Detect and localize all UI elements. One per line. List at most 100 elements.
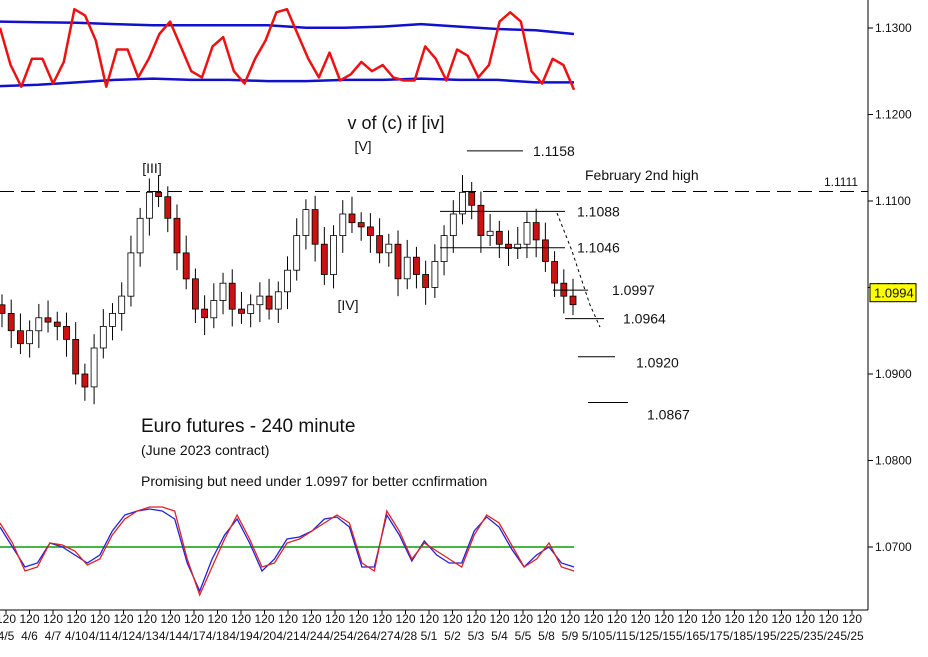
x-tick-label: 4/26 [347,629,371,643]
x-tick-label: 5/5 [515,629,532,643]
x-tick-label: 4/13 [135,629,159,643]
x-tick-label: 4/20 [253,629,277,643]
wave-label-iii: [III] [142,160,161,176]
candle-body [53,321,61,327]
x-tick-label-top: 120 [701,612,721,626]
x-tick-label: 5/24 [817,629,841,643]
x-tick-label: 5/11 [606,629,629,643]
x-tick-label: 4/19 [229,629,253,643]
candle-body [127,252,135,297]
wave-label-iv: [IV] [337,297,358,313]
x-tick-label: 4/25 [323,629,347,643]
candle-body [155,191,163,198]
candle-body [90,347,98,388]
x-tick-label: 5/1 [421,629,438,643]
candle-body [449,213,457,237]
candle-body [256,295,264,306]
stochastic-blue-line [0,508,575,593]
candle-body [422,274,430,288]
candle-body [284,269,291,293]
x-tick-label-top: 120 [184,612,204,626]
candle-body [514,243,522,249]
x-tick-label-top: 120 [442,612,462,626]
candle-body [330,235,337,275]
candle-body [265,295,273,310]
candle-body [136,217,144,254]
candle-body [145,191,153,219]
candle-body [16,330,24,345]
candle-body [0,304,6,314]
x-tick-label-top: 120 [0,612,16,626]
candle-body [35,317,43,332]
candle-body [302,209,310,236]
candle-body [569,295,577,306]
candle-body [164,196,172,219]
x-tick-label: 4/14 [159,629,183,643]
x-tick-label-top: 120 [748,612,768,626]
target-level-label: 1.0964 [623,311,666,327]
current-price-box [869,283,917,303]
x-tick-label-top: 120 [254,612,274,626]
x-tick-label: 5/18 [723,629,747,643]
x-tick-label: 5/19 [746,629,770,643]
candle-body [551,261,558,284]
x-tick-label: 5/17 [699,629,723,643]
candle-body [191,278,199,310]
x-tick-label-top: 120 [771,612,791,626]
candle-body [385,243,393,254]
x-tick-label-top: 120 [630,612,650,626]
x-tick-label-top: 120 [842,612,862,626]
x-tick-label-top: 120 [325,612,345,626]
x-tick-label-top: 120 [348,612,368,626]
x-tick-label: 5/8 [538,629,555,643]
x-tick-label: 4/18 [206,629,230,643]
x-tick-label-top: 120 [489,612,509,626]
x-tick-label-top: 120 [607,612,627,626]
x-tick-label: 4/7 [45,629,62,643]
candle-body [238,308,245,314]
candle-body [228,282,236,310]
candle-body [440,235,448,263]
chart-note: Promising but need under 1.0997 for bett… [141,473,487,489]
wave-label-v: [V] [354,138,371,154]
x-tick-label-top: 120 [278,612,298,626]
x-tick-label-top: 120 [795,612,815,626]
x-tick-label-top: 120 [66,612,86,626]
x-tick-label-top: 120 [113,612,133,626]
candle-body [477,204,485,237]
wave-label-v-of-c: v of (c) if [iv] [347,113,444,133]
x-tick-label: 5/4 [491,629,508,643]
candle-body [495,230,503,245]
candle-body [7,312,15,332]
x-tick-label-top: 120 [419,612,439,626]
candle-body [505,243,512,249]
x-tick-label: 5/12 [629,629,653,643]
x-tick-label: 5/25 [840,629,864,643]
x-tick-label: 5/15 [652,629,676,643]
candle-body [182,252,190,280]
x-tick-label-top: 120 [560,612,580,626]
x-tick-label-top: 120 [583,612,603,626]
candle-body [357,222,365,228]
candle-body [109,312,116,327]
target-level-label: 1.0867 [647,407,690,423]
target-level-label: 1.0997 [612,282,655,298]
x-tick-label: 4/12 [112,629,136,643]
candle-body [376,235,384,254]
lower-band-line [0,77,574,88]
x-tick-label-top: 120 [231,612,251,626]
y-tick-label: 1.0900 [875,367,912,381]
upper-oscillator-line [0,7,576,91]
candle-body [366,226,374,236]
candle-body [542,239,549,262]
candle-body [219,282,227,301]
x-tick-label: 5/3 [468,629,485,643]
candle-body [412,256,420,275]
candle-body [26,330,34,345]
x-tick-label-top: 120 [513,612,533,626]
x-tick-label: 5/16 [676,629,700,643]
x-tick-label-top: 120 [137,612,157,626]
candle-body [431,261,439,288]
